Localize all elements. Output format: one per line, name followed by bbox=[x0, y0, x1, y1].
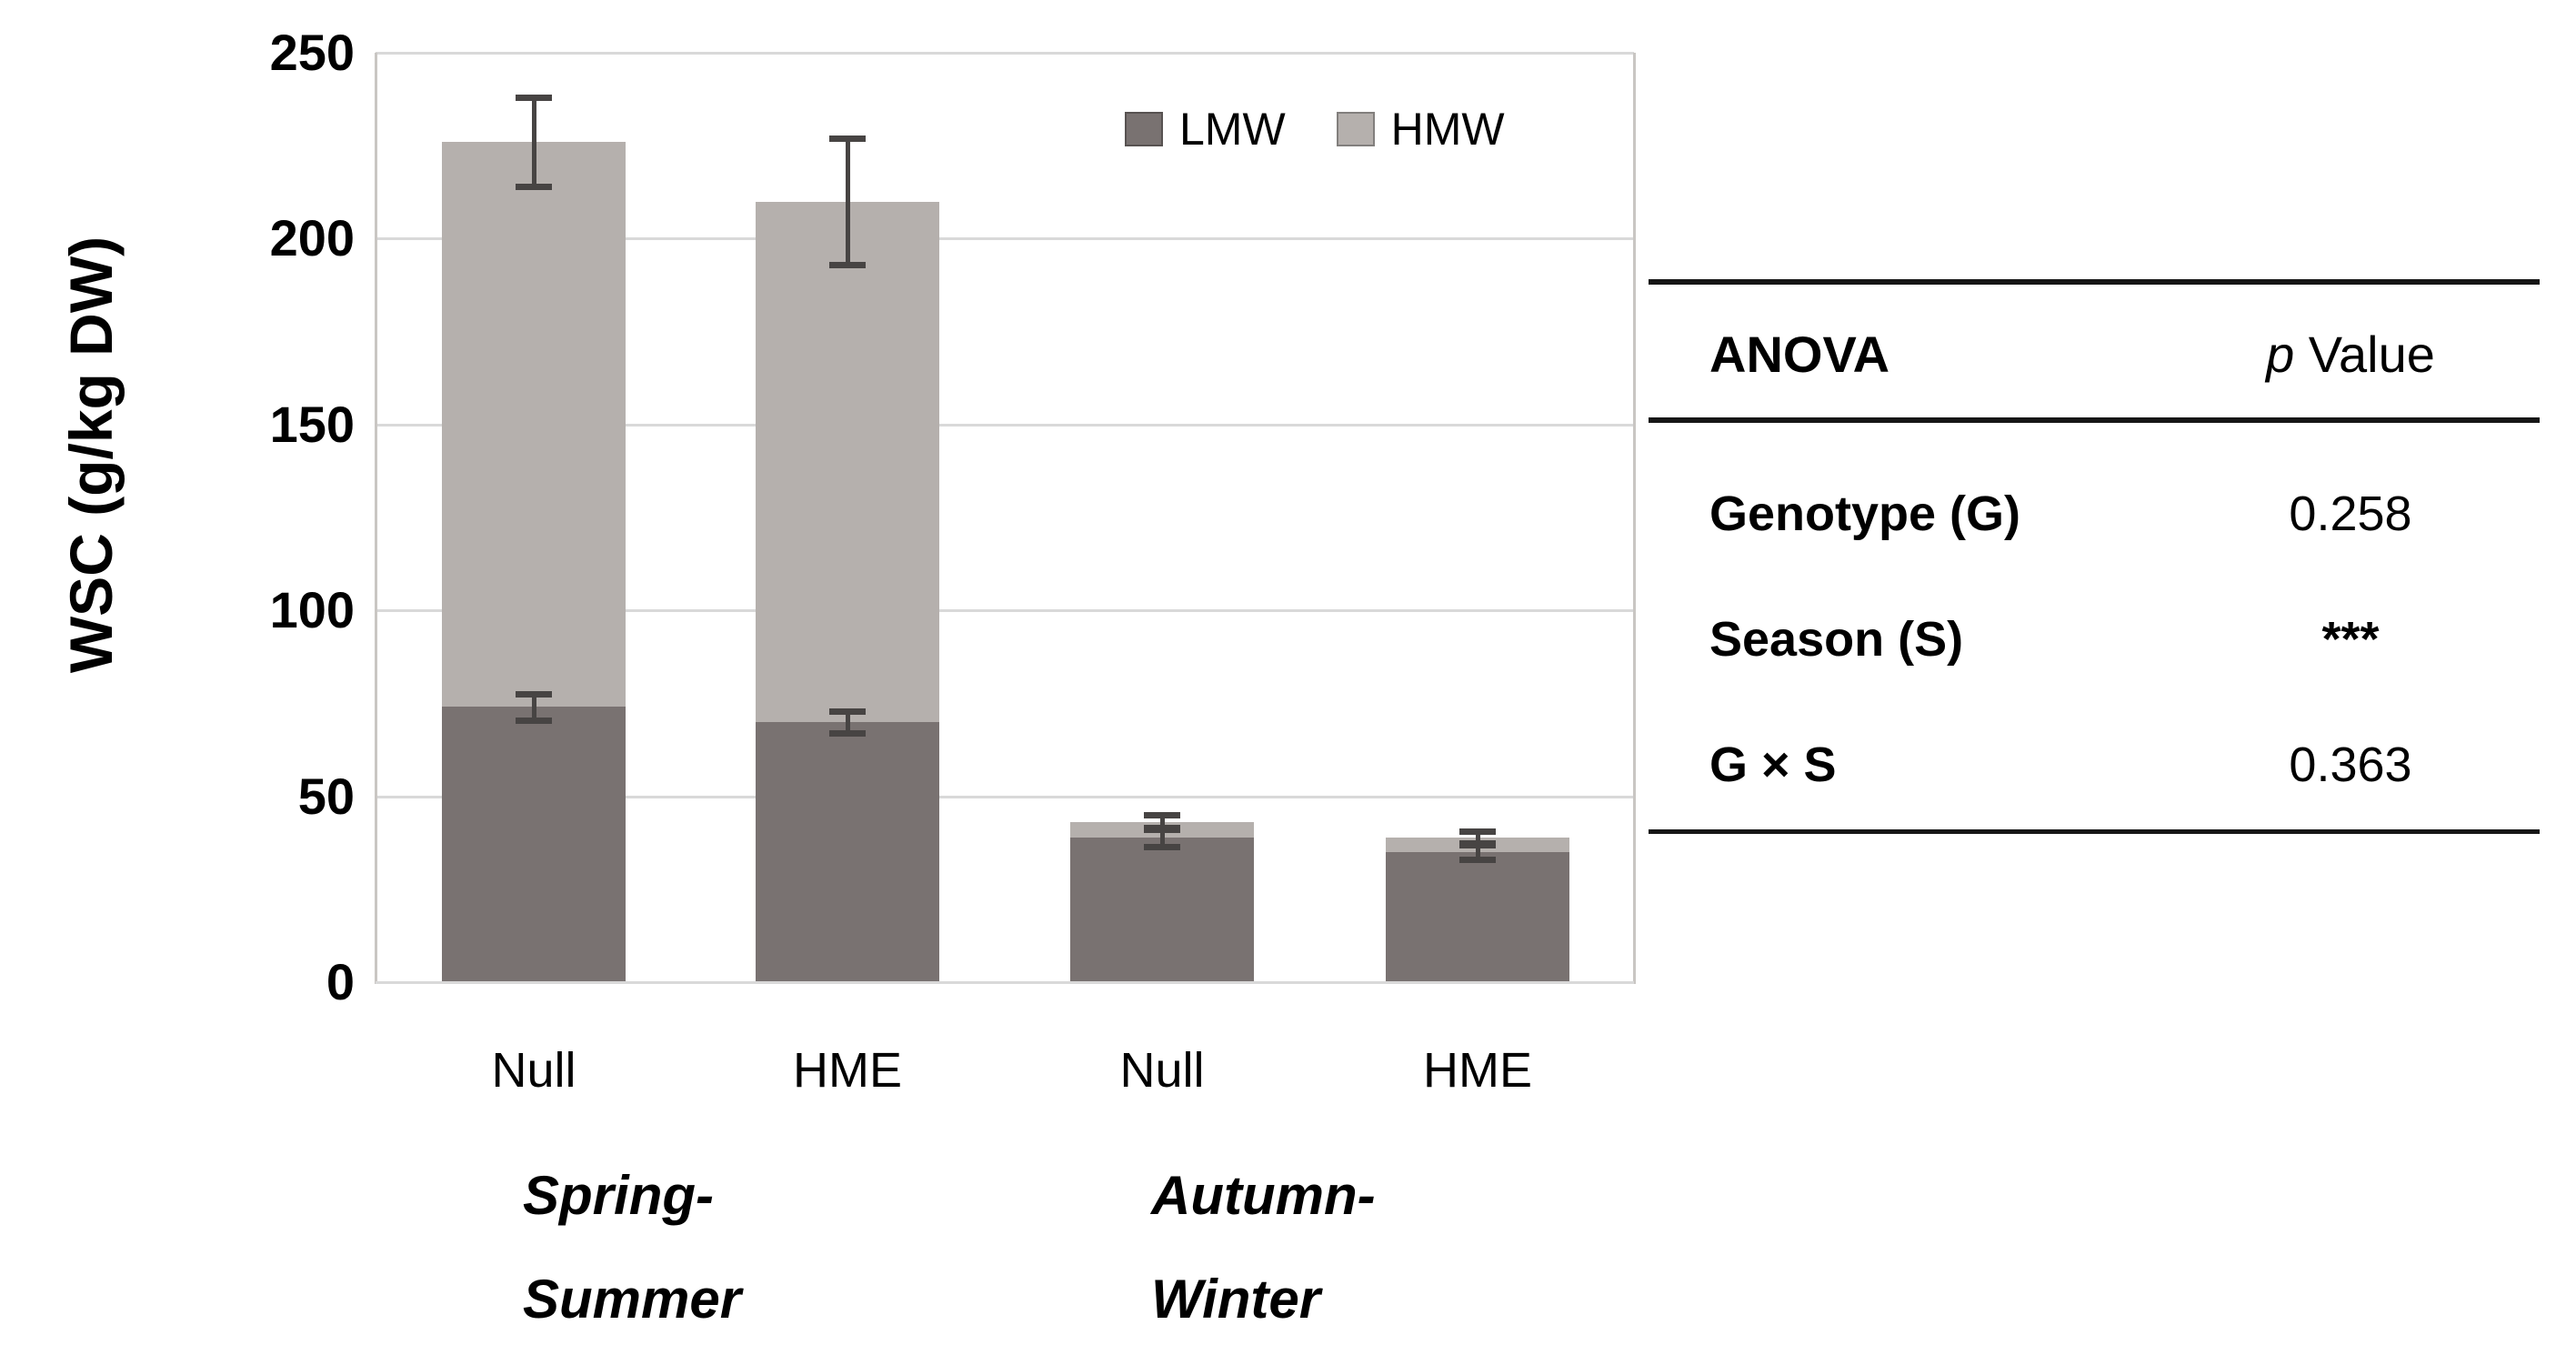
plot-right-border bbox=[1633, 53, 1636, 984]
table-top-rule bbox=[1649, 279, 2540, 285]
legend-swatch-hmw bbox=[1336, 112, 1375, 146]
error-bar-total-cap-bottom bbox=[829, 262, 866, 269]
gridline-y-100 bbox=[376, 609, 1634, 613]
x-tick-label: HME bbox=[1423, 1043, 1532, 1098]
anova-header-cell: ANOVA bbox=[1709, 326, 1890, 383]
x-tick-label: HME bbox=[793, 1043, 902, 1098]
error-bar-lmw-cap-top bbox=[829, 708, 866, 715]
y-tick-label: 250 bbox=[269, 24, 355, 81]
error-bar-total-cap-top bbox=[1459, 828, 1496, 836]
legend-item-lmw: LMW bbox=[1125, 106, 1286, 152]
pvalue-header-p: p bbox=[2266, 326, 2295, 383]
table-bottom-rule bbox=[1649, 829, 2540, 834]
x-tick-label: Null bbox=[491, 1043, 576, 1098]
axis-y-line bbox=[375, 53, 377, 984]
table-row-value: 0.363 bbox=[2289, 738, 2412, 792]
error-bar-total-cap-top bbox=[516, 95, 552, 102]
pvalue-header-cell: p Value bbox=[2169, 318, 2532, 391]
table-header-rule bbox=[1649, 417, 2540, 423]
error-bar-total bbox=[1476, 831, 1480, 843]
gridline-y-50 bbox=[376, 795, 1634, 798]
gridline-y-250 bbox=[376, 52, 1634, 55]
error-bar-total-cap-bottom bbox=[1144, 827, 1180, 834]
bar-lmw-segment bbox=[1070, 837, 1254, 982]
error-bar-lmw-cap-bottom bbox=[1144, 843, 1180, 850]
error-bar-total-cap-top bbox=[829, 136, 866, 143]
bar-lmw-segment bbox=[442, 707, 626, 982]
error-bar-lmw bbox=[1160, 828, 1165, 847]
y-tick-label: 50 bbox=[297, 767, 355, 825]
error-bar-total-cap-bottom bbox=[516, 184, 552, 191]
error-bar-lmw bbox=[1476, 844, 1480, 860]
table-row-label: Genotype (G) bbox=[1709, 487, 2021, 541]
y-tick-label: 100 bbox=[269, 581, 355, 639]
y-tick-label: 0 bbox=[326, 953, 355, 1010]
x-group-label: Spring- Summer bbox=[523, 1165, 742, 1330]
error-bar-total bbox=[1160, 815, 1165, 830]
table-row-value: 0.258 bbox=[2289, 487, 2412, 541]
bar-hmw-segment bbox=[756, 201, 939, 722]
error-bar-lmw-cap-top bbox=[516, 691, 552, 698]
error-bar-lmw-cap-bottom bbox=[829, 730, 866, 738]
legend-swatch-lmw bbox=[1125, 112, 1163, 146]
y-tick-label: 150 bbox=[269, 395, 355, 453]
error-bar-lmw-cap-bottom bbox=[516, 717, 552, 724]
error-bar-lmw bbox=[846, 710, 850, 734]
axis-x-baseline bbox=[376, 981, 1634, 984]
bar-hmw-segment bbox=[442, 142, 626, 708]
error-bar-total-cap-top bbox=[1144, 812, 1180, 819]
gridline-y-200 bbox=[376, 237, 1634, 241]
legend-label: LMW bbox=[1179, 104, 1286, 155]
bar-lmw-segment bbox=[756, 721, 939, 982]
error-bar-total bbox=[532, 97, 536, 187]
pvalue-header-rest: Value bbox=[2294, 326, 2435, 383]
error-bar-total-cap-bottom bbox=[1459, 839, 1496, 847]
legend-label: HMW bbox=[1390, 104, 1505, 155]
legend-item-hmw: HMW bbox=[1336, 104, 1505, 155]
gridline-y-150 bbox=[376, 423, 1634, 427]
error-bar-total bbox=[846, 138, 850, 265]
table-row-label: Season (S) bbox=[1709, 612, 1964, 667]
bar-lmw-segment bbox=[1386, 851, 1569, 982]
table-row-label: G × S bbox=[1709, 738, 1837, 792]
error-bar-lmw-cap-bottom bbox=[1459, 857, 1496, 864]
legend: LMW HMW bbox=[1125, 102, 1505, 156]
x-tick-label: Null bbox=[1119, 1043, 1205, 1098]
y-tick-label: 200 bbox=[269, 209, 355, 267]
table-row-value: *** bbox=[2321, 612, 2380, 667]
error-bar-lmw bbox=[532, 694, 536, 720]
x-group-label: Autumn- Winter bbox=[1151, 1165, 1376, 1330]
